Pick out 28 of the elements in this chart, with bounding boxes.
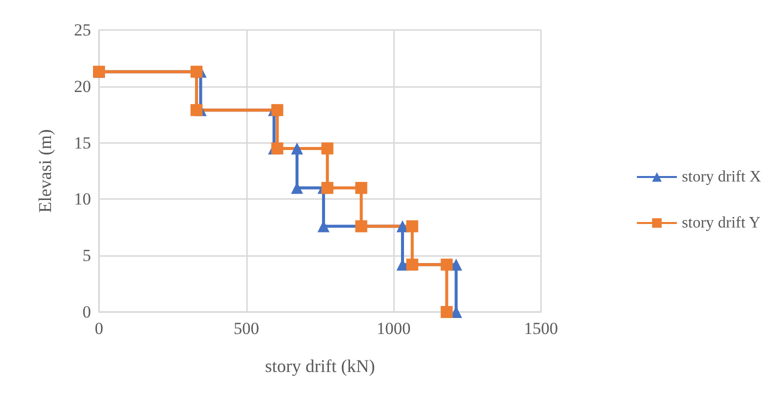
- point: [321, 182, 334, 194]
- y-tick-label: 0: [82, 302, 91, 322]
- y-tick-label: 10: [74, 190, 91, 209]
- legend-label: story drift X: [682, 168, 762, 186]
- point: [406, 258, 418, 271]
- y-axis-title: Elevasi (m): [35, 129, 55, 213]
- x-axis-title: story drift (kN): [265, 356, 375, 376]
- y-tick-label: 25: [74, 20, 91, 40]
- point: [190, 66, 203, 78]
- point: [291, 142, 304, 154]
- point: [271, 104, 284, 116]
- point: [396, 220, 409, 232]
- point: [190, 104, 203, 116]
- point: [440, 258, 453, 271]
- x-tick-label: 500: [234, 319, 260, 338]
- x-tick-label: 0: [94, 319, 104, 338]
- point: [440, 306, 453, 318]
- point: [321, 142, 334, 154]
- y-tick-label: 5: [82, 246, 91, 266]
- legend-label: story drift Y: [682, 214, 761, 232]
- point: [355, 182, 368, 194]
- x-tick-label: 1000: [376, 319, 411, 338]
- y-tick-label: 20: [74, 76, 91, 96]
- point: [355, 220, 368, 232]
- y-tick-label: 15: [74, 133, 91, 152]
- point: [271, 142, 284, 154]
- point: [406, 220, 418, 232]
- x-tick-label: 1500: [524, 319, 558, 338]
